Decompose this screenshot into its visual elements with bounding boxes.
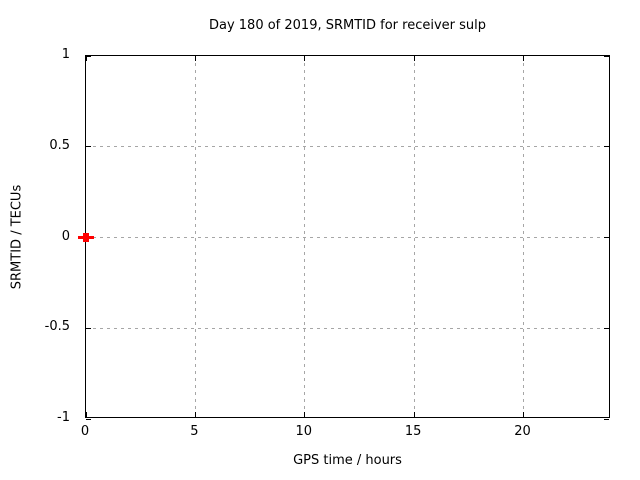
y-tick-mark xyxy=(604,146,609,148)
x-tick-mark xyxy=(85,56,87,61)
x-axis-label: GPS time / hours xyxy=(293,453,402,468)
x-tick-mark xyxy=(413,412,415,417)
gridline-vertical xyxy=(413,56,415,417)
data-point-marker xyxy=(83,233,89,242)
x-tick-mark xyxy=(523,56,524,61)
x-tick-label: 0 xyxy=(80,424,90,439)
y-tick-label: 0 xyxy=(61,228,70,244)
y-tick-label: 0.5 xyxy=(49,137,70,153)
y-tick-label: -0.5 xyxy=(44,319,70,335)
y-tick-label: -1 xyxy=(57,410,70,425)
y-tick-mark xyxy=(604,418,609,420)
x-tick-label: 15 xyxy=(404,424,422,439)
x-tick-mark xyxy=(194,412,196,417)
x-tick-label: 10 xyxy=(295,424,313,439)
chart-title: Day 180 of 2019, SRMTID for receiver sul… xyxy=(208,18,487,33)
gridline-vertical xyxy=(523,56,524,417)
gridline-vertical xyxy=(304,56,306,417)
x-tick-mark xyxy=(194,56,196,61)
plot-area xyxy=(78,55,610,420)
y-tick-mark xyxy=(86,327,91,329)
gridline-horizontal xyxy=(86,237,609,238)
y-tick-mark xyxy=(604,327,609,329)
x-tick-label: 20 xyxy=(514,424,531,439)
y-tick-label: 1 xyxy=(61,47,70,62)
x-tick-label: 5 xyxy=(190,424,199,439)
y-tick-mark xyxy=(86,146,91,148)
y-tick-mark xyxy=(604,55,609,57)
x-tick-mark xyxy=(304,412,306,417)
gridline-vertical xyxy=(194,56,196,417)
x-tick-mark xyxy=(85,412,87,417)
gridline-horizontal xyxy=(86,146,609,148)
x-tick-mark xyxy=(413,56,415,61)
gridline-horizontal xyxy=(86,327,609,329)
y-tick-mark xyxy=(86,55,91,57)
x-tick-mark xyxy=(523,412,524,417)
y-tick-mark xyxy=(604,237,609,238)
x-tick-mark xyxy=(304,56,306,61)
y-tick-mark xyxy=(86,418,91,420)
